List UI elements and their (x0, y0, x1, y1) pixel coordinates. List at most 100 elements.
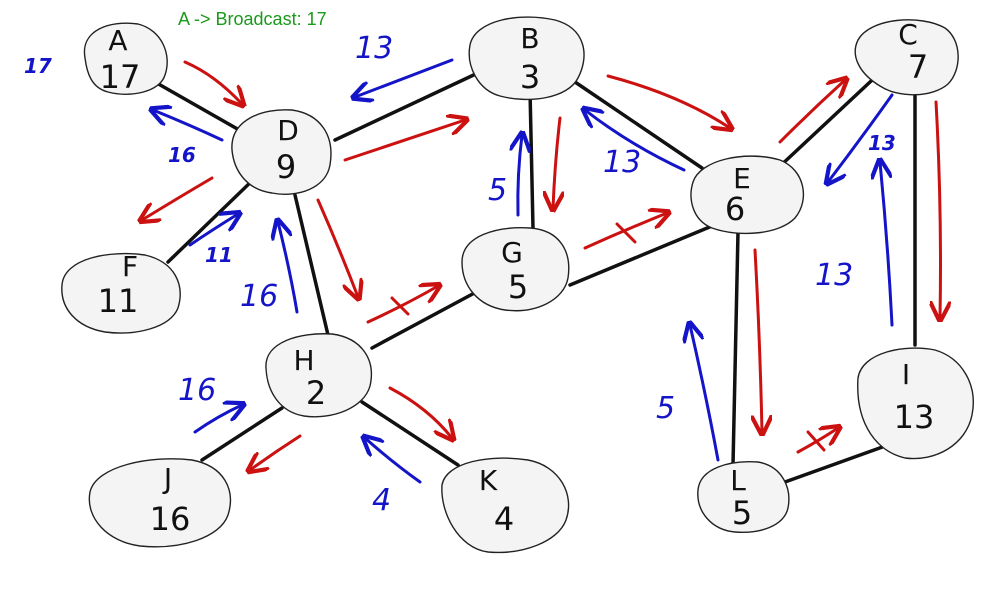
red-arrow-g-e (583, 213, 667, 250)
node-d-shape (231, 109, 332, 195)
label-b-to-d: 13 (355, 31, 393, 66)
label-g-to-b: 5 (488, 173, 507, 208)
red-arrow-d-f (142, 176, 214, 220)
node-d-letter: D (277, 114, 299, 147)
node-i-shape (857, 347, 974, 460)
red-arrow-h-g-cross (390, 296, 410, 316)
node-j-letter: J (162, 462, 172, 495)
node-k-shape (441, 457, 570, 554)
node-h-shape (265, 333, 372, 418)
node-l-letter: L (730, 464, 746, 497)
label-i-to-c: 13 (815, 258, 853, 293)
edge-h-g (370, 288, 482, 350)
node-f-value: 11 (98, 282, 139, 320)
node-c-value: 7 (908, 48, 928, 86)
blue-arrow-f-d (188, 214, 238, 247)
red-arrow-c-i (936, 100, 941, 318)
node-g: G 5 (461, 227, 570, 312)
return-arrows (153, 58, 894, 484)
node-h-value: 2 (306, 374, 326, 412)
red-arrow-h-j (250, 434, 302, 470)
node-f-shape (61, 252, 181, 334)
blue-arrow-i-c (880, 162, 894, 327)
red-arrow-h-k (388, 386, 452, 438)
node-e: E 6 (690, 155, 805, 235)
node-k-letter: K (479, 464, 498, 497)
node-i-letter: I (902, 358, 910, 391)
blue-arrow-g-b (518, 135, 522, 217)
edge-h-j (200, 406, 284, 462)
node-j-shape (88, 458, 232, 548)
blue-arrow-j-h (193, 405, 242, 434)
red-arrow-b-g (553, 116, 560, 208)
node-a-letter: A (108, 24, 127, 57)
node-b-letter: B (520, 22, 539, 55)
node-k-value: 4 (494, 500, 514, 538)
node-j-value: 16 (150, 500, 191, 538)
edge-l-i (783, 443, 890, 484)
node-b-value: 3 (520, 58, 540, 96)
node-l: L 5 (697, 461, 790, 533)
node-g-value: 5 (508, 268, 528, 306)
node-a: A 17 (83, 22, 168, 96)
node-d: D 9 (231, 109, 332, 195)
node-l-shape (697, 461, 790, 533)
label-a-out: 17 (24, 54, 52, 78)
node-g-shape (461, 227, 570, 312)
red-arrow-b-e (606, 74, 730, 128)
blue-arrow-b-d (355, 58, 454, 97)
node-a-shape (83, 22, 168, 95)
edge-g-e (568, 224, 714, 287)
red-arrow-e-c (778, 80, 845, 144)
label-k-to-h: 4 (372, 483, 391, 518)
node-f-letter: F (122, 250, 138, 283)
node-i: I 13 (857, 347, 974, 460)
label-c-to-e: 13 (868, 131, 896, 155)
blue-arrow-d-a (153, 110, 224, 142)
edge-b-g (528, 88, 535, 230)
blue-arrow-h-d (278, 222, 299, 314)
node-k: K 4 (441, 457, 570, 554)
forward-arrows (142, 60, 941, 470)
red-arrow-a-d (183, 60, 242, 104)
label-d-to-a: 16 (168, 143, 196, 167)
red-arrow-l-i-cross (806, 430, 826, 452)
node-l-value: 5 (732, 494, 752, 532)
node-c: C 7 (854, 18, 959, 96)
red-arrow-d-h (316, 198, 358, 297)
node-g-letter: G (501, 236, 523, 269)
node-f: F 11 (61, 250, 181, 334)
label-h-to-d: 16 (240, 279, 278, 314)
edge-d-h (293, 193, 330, 337)
node-h: H 2 (265, 333, 372, 418)
node-i-value: 13 (894, 398, 935, 436)
label-l-to-e: 5 (656, 391, 675, 426)
red-arrow-g-e-cross (615, 222, 637, 244)
node-e-value: 6 (725, 190, 745, 228)
label-f-to-d: 11 (205, 243, 233, 267)
node-e-shape (690, 155, 805, 235)
node-b-shape (468, 16, 585, 101)
weight-labels: 17 16 13 11 16 5 13 13 13 5 16 4 (24, 31, 896, 518)
edge-d-f (166, 176, 257, 264)
red-arrow-l-i (796, 428, 838, 454)
edge-d-b (333, 70, 482, 142)
node-b: B 3 (468, 16, 585, 101)
node-d-value: 9 (276, 148, 296, 186)
node-h-letter: H (293, 344, 314, 377)
blue-arrow-c-e (828, 93, 894, 182)
node-a-value: 17 (100, 58, 141, 96)
diagram-title: A -> Broadcast: 17 (178, 9, 327, 29)
edge-a-d (153, 80, 250, 137)
node-j: J 16 (88, 458, 232, 548)
blue-arrow-e-b (585, 110, 686, 172)
red-arrow-d-b (343, 120, 465, 162)
red-arrow-e-l (755, 248, 762, 432)
label-j-to-h: 16 (178, 373, 216, 408)
edges (153, 66, 917, 484)
node-c-letter: C (898, 18, 918, 51)
edge-h-k (360, 400, 460, 467)
node-c-shape (854, 19, 959, 96)
